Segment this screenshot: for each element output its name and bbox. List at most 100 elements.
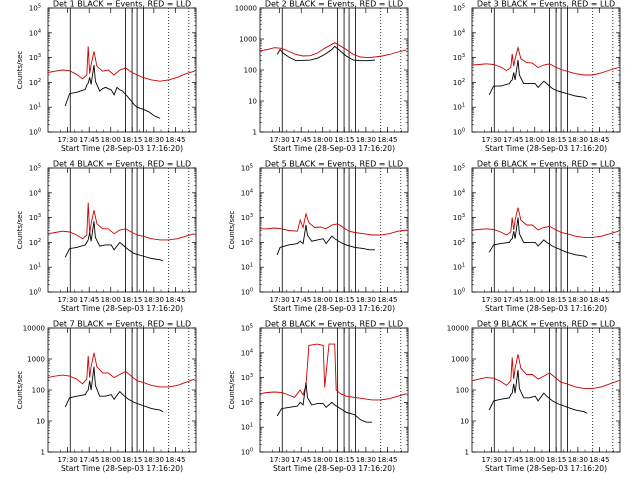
lld-series-line: [260, 212, 407, 236]
y-tick-label: 104: [453, 28, 465, 37]
panel-det-7: Det 7 BLACK = Events, RED = LLD 1 10 100 100…: [16, 320, 197, 473]
x-tick-label: 17:30: [58, 456, 78, 464]
x-tick-label: 18:30: [144, 136, 164, 144]
x-tick-label: 18:15: [546, 456, 566, 464]
x-tick-label: 18:30: [356, 296, 376, 304]
panel-title: Det 8 BLACK = Events, RED = LLD: [265, 320, 403, 329]
panel-det-9: Det 9 BLACK = Events, RED = LLD 1 10 100 100…: [447, 320, 621, 473]
y-tick-exponent: 3: [462, 53, 465, 59]
y-tick-label: 104: [241, 348, 253, 357]
x-tick-label: 18:15: [546, 136, 566, 144]
lld-series-line: [260, 343, 407, 401]
lld-series-line: [472, 354, 619, 389]
y-tick-label: 102: [453, 78, 465, 87]
x-tick-label: 18:30: [144, 456, 164, 464]
panel-title: Det 4 BLACK = Events, RED = LLD: [53, 160, 191, 169]
panel-title: Det 5 BLACK = Events, RED = LLD: [265, 160, 403, 169]
x-axis-label: Start Time (28-Sep-03 17:16:20): [273, 144, 395, 153]
y-tick-exponent: 1: [462, 103, 465, 109]
x-tick-label: 18:30: [568, 296, 588, 304]
plot-frame: [471, 7, 621, 133]
y-tick-label: 104: [29, 188, 41, 197]
y-tick-label: 101: [453, 263, 465, 272]
x-tick-label: 18:30: [356, 136, 376, 144]
x-axis-label: Start Time (28-Sep-03 17:16:20): [61, 304, 183, 313]
y-tick-label: 102: [241, 238, 253, 247]
events-series-line: [488, 60, 588, 99]
y-axis-label: Counts/sec: [228, 211, 236, 250]
panel-title: Det 9 BLACK = Events, RED = LLD: [477, 320, 615, 329]
x-axis-label: Start Time (28-Sep-03 17:16:20): [61, 464, 183, 473]
x-tick-label: 18:45: [165, 136, 185, 144]
y-tick-exponent: 3: [462, 213, 465, 219]
lld-series-line: [48, 46, 195, 82]
x-tick-label: 17:30: [58, 296, 78, 304]
lld-series-line: [260, 42, 407, 59]
y-tick-exponent: 0: [250, 448, 253, 454]
y-tick-label: 101: [29, 103, 41, 112]
y-tick-exponent: 3: [38, 53, 41, 59]
plot-frame: [47, 7, 197, 133]
y-tick-label: 104: [29, 28, 41, 37]
plot-frame: [259, 167, 409, 293]
panel-det-1: Det 1 BLACK = Events, RED = LLD100101102…: [16, 0, 197, 153]
y-tick-exponent: 1: [38, 263, 41, 269]
y-tick-label: 103: [453, 213, 465, 222]
y-axis-label: Counts/sec: [228, 371, 236, 410]
x-tick-label: 18:00: [313, 296, 333, 304]
y-tick-exponent: 5: [250, 164, 253, 170]
x-tick-label: 18:00: [525, 296, 545, 304]
y-tick-exponent: 1: [462, 263, 465, 269]
x-tick-label: 18:00: [525, 456, 545, 464]
x-tick-label: 17:45: [503, 456, 523, 464]
y-tick-label: 100: [241, 288, 253, 297]
y-tick-label: 102: [29, 78, 41, 87]
x-tick-label: 18:15: [122, 136, 142, 144]
y-tick-label: 100: [244, 67, 257, 75]
y-tick-label: 100: [29, 288, 41, 297]
panel-det-2: Det 2 BLACK = Events, RED = LLD 1 10 100 100…: [235, 0, 409, 153]
lld-series-line: [48, 202, 195, 241]
y-tick-exponent: 3: [250, 213, 253, 219]
y-tick-label: 103: [29, 53, 41, 62]
y-tick-exponent: 3: [250, 373, 253, 379]
events-series-line: [488, 217, 588, 258]
y-tick-label: 100: [241, 448, 253, 457]
x-tick-label: 17:45: [291, 296, 311, 304]
x-tick-label: 17:30: [482, 136, 502, 144]
events-series-line: [64, 366, 164, 413]
panel-title: Det 6 BLACK = Events, RED = LLD: [477, 160, 615, 169]
panel-det-5: Det 5 BLACK = Events, RED = LLD 100 101 102…: [228, 160, 409, 313]
y-tick-label: 10000: [235, 5, 257, 13]
y-tick-exponent: 5: [38, 164, 41, 170]
y-tick-label: 103: [29, 213, 41, 222]
plot-frame: [259, 327, 409, 453]
y-tick-exponent: 3: [38, 213, 41, 219]
x-tick-label: 18:00: [313, 136, 333, 144]
events-series-line: [276, 45, 376, 62]
y-tick-label: 102: [241, 398, 253, 407]
y-tick-label: 102: [29, 238, 41, 247]
y-tick-label: 103: [241, 213, 253, 222]
x-tick-label: 17:30: [270, 456, 290, 464]
events-series-line: [488, 369, 588, 414]
y-tick-label: 101: [241, 423, 253, 432]
x-tick-label: 18:45: [589, 296, 609, 304]
y-tick-label: 101: [453, 103, 465, 112]
x-tick-label: 18:30: [356, 456, 376, 464]
y-tick-label: 10: [460, 418, 469, 426]
x-tick-label: 18:00: [101, 296, 121, 304]
y-axis-label: Counts/sec: [16, 371, 24, 410]
y-tick-exponent: 1: [250, 423, 253, 429]
y-tick-label: 101: [241, 263, 253, 272]
y-tick-label: 1: [253, 129, 257, 137]
y-tick-exponent: 2: [462, 238, 465, 244]
y-tick-label: 100: [453, 128, 465, 137]
y-tick-exponent: 4: [38, 28, 41, 34]
x-tick-label: 18:15: [334, 456, 354, 464]
y-tick-label: 101: [29, 263, 41, 272]
y-axis-label: Counts/sec: [16, 51, 24, 90]
y-tick-exponent: 1: [250, 263, 253, 269]
x-tick-label: 17:45: [291, 136, 311, 144]
y-tick-label: 100: [29, 128, 41, 137]
